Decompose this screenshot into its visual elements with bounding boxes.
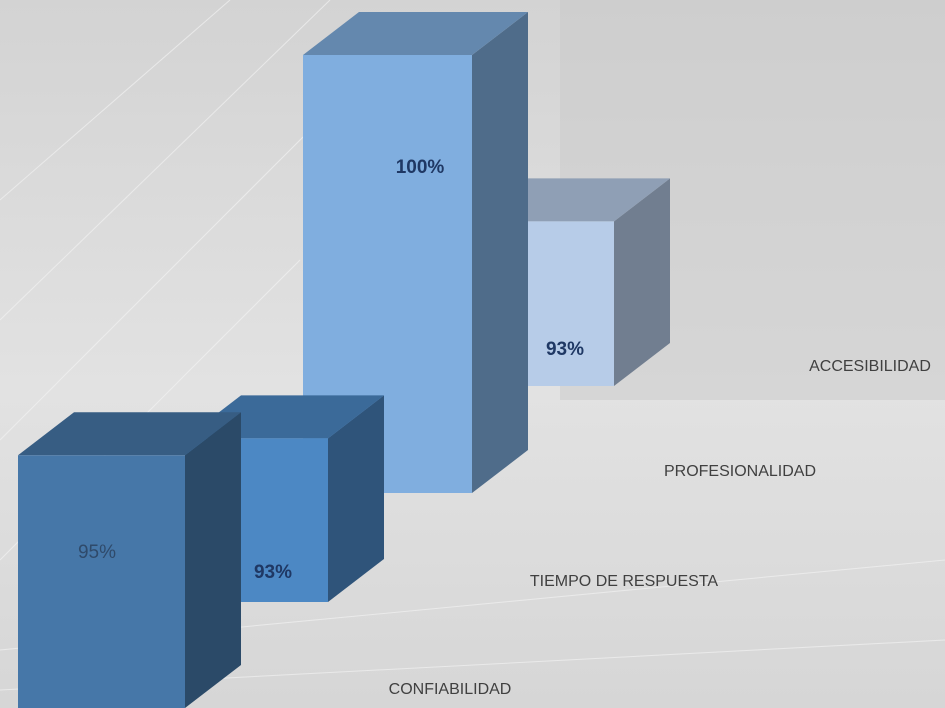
category-label: ACCESIBILIDAD <box>809 358 931 375</box>
value-label: 93% <box>254 562 292 583</box>
value-label: 100% <box>396 157 445 178</box>
bar-side <box>614 178 670 386</box>
category-label: TIEMPO DE RESPUESTA <box>530 573 719 590</box>
category-label: CONFIABILIDAD <box>389 681 512 698</box>
category-label: PROFESIONALIDAD <box>664 463 816 480</box>
bar <box>18 455 185 708</box>
bar-side <box>328 395 384 602</box>
bar-top <box>18 412 241 456</box>
bar-top <box>303 12 528 55</box>
bar-side <box>472 12 528 493</box>
value-label: 95% <box>78 542 116 563</box>
value-label: 93% <box>546 339 584 360</box>
bar-side <box>185 412 241 708</box>
